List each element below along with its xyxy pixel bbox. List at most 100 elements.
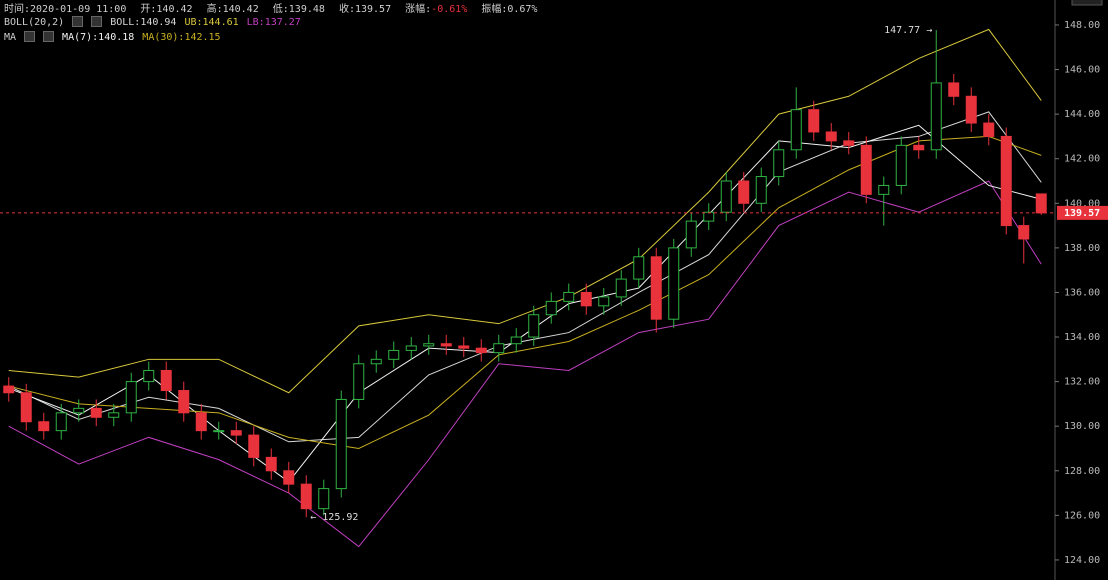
change: -0.61% — [431, 4, 468, 15]
indicator-line — [8, 28, 1042, 394]
candle-body — [90, 407, 102, 418]
y-tick-label: 136.00 — [1064, 287, 1100, 298]
candle-body — [580, 291, 592, 307]
low: 低:139.48 — [272, 4, 325, 15]
y-tick-label: 140.00 — [1064, 198, 1100, 209]
indicator-label: MA — [4, 31, 17, 43]
candle-body — [598, 296, 610, 307]
candle-body — [720, 180, 732, 213]
indicator-button[interactable] — [72, 16, 84, 27]
candle-body — [685, 220, 697, 249]
candle-body — [178, 390, 190, 414]
candle-body — [983, 122, 995, 137]
y-tick-label: 146.00 — [1064, 65, 1100, 76]
legend-entry: LB:137.27 — [246, 16, 301, 28]
candle-body — [1035, 193, 1047, 214]
candle-body — [248, 434, 260, 458]
candle-body — [825, 131, 837, 142]
high: 高:140.42 — [206, 4, 259, 15]
indicator-label: BOLL(20,2) — [4, 16, 65, 28]
candle-body — [860, 144, 872, 195]
candle-body — [370, 358, 382, 365]
candle-body — [615, 278, 627, 298]
high-annotation: 147.77 → — [884, 25, 932, 36]
candle-body — [230, 430, 242, 436]
candle-body — [38, 421, 50, 432]
candle-body — [73, 407, 85, 414]
change-label: 涨幅: — [405, 4, 432, 15]
open: 开:140.42 — [140, 4, 193, 15]
y-tick-label: 144.00 — [1064, 109, 1100, 120]
y-tick-label: 134.00 — [1064, 332, 1100, 343]
indicator-button[interactable] — [43, 31, 55, 42]
candle-body — [423, 343, 435, 347]
indicator-line — [8, 111, 1042, 443]
candle-body — [458, 345, 470, 349]
candle-body — [738, 180, 750, 204]
legend-entry: MA(7):140.18 — [62, 31, 135, 43]
corner-button[interactable] — [1071, 0, 1103, 6]
candle-body — [160, 369, 172, 392]
indicator-button[interactable] — [91, 16, 103, 27]
candle-body — [773, 149, 785, 178]
candle-body — [1000, 135, 1012, 227]
candle-body — [650, 256, 662, 320]
candle-body — [790, 109, 802, 151]
candle-body — [3, 385, 15, 394]
y-tick-label: 128.00 — [1064, 466, 1100, 477]
candle-body — [405, 345, 417, 351]
candle-body — [808, 109, 820, 133]
close: 收:139.57 — [338, 4, 392, 15]
candle-body — [510, 336, 522, 345]
y-tick-label: 126.00 — [1064, 510, 1100, 521]
y-tick-label: 124.00 — [1064, 555, 1100, 566]
candle-body — [895, 144, 907, 186]
candle-body — [668, 247, 680, 320]
candle-body — [633, 256, 645, 280]
candle-body — [108, 412, 120, 418]
candle-body — [335, 398, 347, 490]
indicator-line — [8, 124, 1042, 483]
y-tick-label: 138.00 — [1064, 243, 1100, 254]
candle-body — [755, 176, 767, 204]
amplitude: 振幅:0.67% — [481, 4, 538, 15]
y-tick-label: 132.00 — [1064, 377, 1100, 388]
legend-row: MA MA(7):140.18 MA(30):142.15 — [4, 31, 229, 43]
candle-body — [878, 184, 890, 195]
candle-body — [703, 211, 715, 222]
last-price-label: 139.57 — [1064, 208, 1100, 219]
y-tick-label: 130.00 — [1064, 421, 1100, 432]
candle-body — [20, 392, 32, 423]
candle-body — [283, 470, 295, 485]
candle-body — [265, 456, 277, 472]
candle-body — [475, 347, 487, 354]
candle-body — [965, 95, 977, 124]
y-tick-label: 148.00 — [1064, 20, 1100, 31]
candle-body — [353, 363, 365, 400]
candle-body — [318, 488, 330, 510]
header-row: 时间:2020-01-09 11:00 开:140.42 高:140.42 低:… — [4, 0, 545, 15]
y-tick-label: 142.00 — [1064, 154, 1100, 165]
candle-body — [1018, 225, 1030, 240]
indicator-line — [8, 135, 1042, 450]
legend-entry: BOLL:140.94 — [110, 16, 177, 28]
candle-body — [213, 430, 225, 433]
indicator-button[interactable] — [24, 31, 36, 42]
candle-body — [300, 483, 312, 510]
candle-body — [843, 140, 855, 146]
candle-body — [493, 343, 505, 354]
candle-body — [125, 381, 137, 414]
candle-body — [55, 412, 67, 432]
candle-body — [143, 369, 155, 383]
legend-row: BOLL(20,2) BOLL:140.94 UB:144.61 LB:137.27 — [4, 16, 309, 28]
candle-body — [913, 144, 925, 151]
legend-entry: MA(30):142.15 — [142, 31, 221, 43]
last-price-tag — [1057, 205, 1108, 220]
overlay-lines — [8, 28, 1042, 548]
legend-entry: UB:144.61 — [184, 16, 239, 28]
indicator-line — [8, 180, 1042, 548]
candle-body — [388, 349, 400, 360]
candle-body — [948, 82, 960, 97]
